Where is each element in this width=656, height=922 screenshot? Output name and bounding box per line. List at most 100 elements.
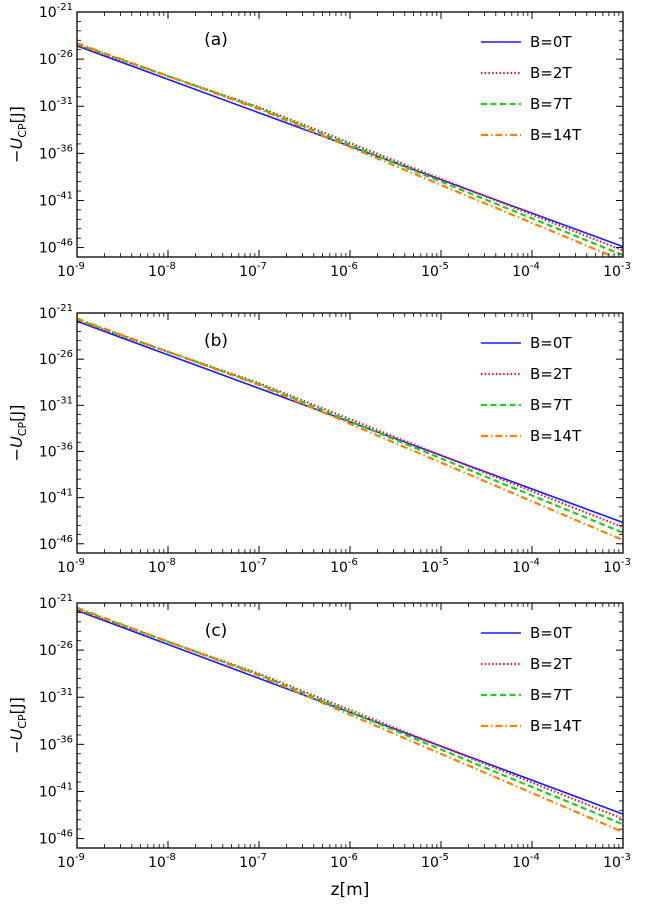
x-tick-label: 10-8 [148,261,176,280]
x-tick-exponent: -4 [530,852,540,863]
y-tick-base: 10 [39,784,57,800]
y-tick-base: 10 [39,146,57,162]
y-label-symbol: U [7,436,26,448]
y-label-subscript: CP [16,714,29,729]
series-group [77,606,623,834]
y-tick-label: 10-31 [39,687,73,706]
y-tick-exponent: -31 [57,395,73,406]
x-tick-base: 10 [148,855,166,871]
y-tick-base: 10 [39,491,57,507]
x-tick-label: 10-6 [330,557,358,576]
x-tick-exponent: -6 [348,852,358,863]
x-tick-exponent: -8 [166,261,176,272]
x-tick-label: 10-6 [330,852,358,871]
x-tick-base: 10 [330,264,348,280]
y-tick-base: 10 [39,596,57,612]
y-tick-base: 10 [39,832,57,848]
x-tick-exponent: -4 [530,261,540,272]
series-line-b0t [77,609,623,815]
y-tick-base: 10 [39,193,57,209]
x-tick-label: 10-9 [57,557,85,576]
panel-label: (a) [204,30,228,50]
x-tick-exponent: -5 [439,557,449,568]
y-axis-label: −UCP[J] [7,405,29,462]
legend-label: B=2T [530,64,572,82]
series-line-b14t [77,317,623,542]
y-tick-exponent: -21 [57,593,73,604]
y-tick-exponent: -46 [57,238,73,249]
y-label-unit: [J] [7,697,26,714]
legend: B=0T B=2T B=7T B=14T [481,334,582,445]
y-tick-base: 10 [39,444,57,460]
legend-label: B=7T [530,686,572,704]
series-group [77,317,623,542]
x-tick-exponent: -5 [439,852,449,863]
series-group [77,42,623,257]
y-tick-label: 10-41 [39,488,73,507]
x-tick-base: 10 [330,560,348,576]
x-tick-base: 10 [421,560,439,576]
y-tick-base: 10 [39,241,57,257]
x-tick-base: 10 [512,264,530,280]
x-tick-label: 10-8 [148,557,176,576]
legend: B=0T B=2T B=7T B=14T [481,33,582,144]
x-tick-label: 10-4 [512,557,540,576]
y-tick-exponent: -31 [57,96,73,107]
y-axis-label: −UCP[J] [7,106,29,163]
y-label-symbol: U [7,137,26,149]
x-tick-label: 10-3 [603,852,631,871]
legend-label: B=2T [530,365,572,383]
y-tick-label: 10-41 [39,781,73,800]
y-tick-label: 10-26 [39,349,73,368]
legend-label: B=14T [530,717,582,735]
x-tick-exponent: -7 [257,852,267,863]
panel-label: (b) [204,331,228,351]
y-label-minus: − [7,740,26,753]
x-tick-base: 10 [512,560,530,576]
y-tick-exponent: -36 [57,143,73,154]
x-tick-label: 10-5 [421,852,449,871]
y-tick-label: 10-31 [39,96,73,115]
x-tick-exponent: -6 [348,261,358,272]
y-tick-exponent: -41 [57,781,73,792]
x-tick-label: 10-7 [239,557,267,576]
x-tick-label: 10-5 [421,557,449,576]
x-tick-base: 10 [148,560,166,576]
y-tick-base: 10 [39,398,57,414]
x-tick-exponent: -3 [621,261,631,272]
y-tick-exponent: -26 [57,640,73,651]
x-tick-exponent: -7 [257,261,267,272]
y-tick-label: 10-41 [39,190,73,209]
y-tick-exponent: -46 [57,534,73,545]
legend-label: B=0T [530,624,572,642]
x-tick-label: 10-3 [603,557,631,576]
x-tick-label: 10-9 [57,261,85,280]
x-tick-base: 10 [57,264,75,280]
x-tick-base: 10 [239,560,257,576]
y-tick-base: 10 [39,690,57,706]
y-tick-exponent: -26 [57,349,73,360]
y-label-minus: − [7,448,26,461]
y-tick-exponent: -21 [57,2,73,13]
x-tick-base: 10 [603,560,621,576]
x-tick-base: 10 [239,855,257,871]
x-tick-base: 10 [512,855,530,871]
y-tick-base: 10 [39,306,57,322]
x-tick-label: 10-4 [512,261,540,280]
y-tick-label: 10-46 [39,829,73,848]
y-tick-label: 10-36 [39,734,73,753]
panel-label: (c) [205,621,228,641]
y-tick-label: 10-21 [39,303,73,322]
x-tick-label: 10-8 [148,852,176,871]
y-tick-exponent: -31 [57,687,73,698]
legend-label: B=14T [530,427,582,445]
y-tick-base: 10 [39,643,57,659]
x-tick-exponent: -4 [530,557,540,568]
y-tick-label: 10-21 [39,2,73,21]
y-tick-base: 10 [39,537,57,553]
x-tick-label: 10-7 [239,261,267,280]
y-tick-label: 10-26 [39,49,73,68]
x-tick-exponent: -3 [621,557,631,568]
y-tick-exponent: -46 [57,829,73,840]
